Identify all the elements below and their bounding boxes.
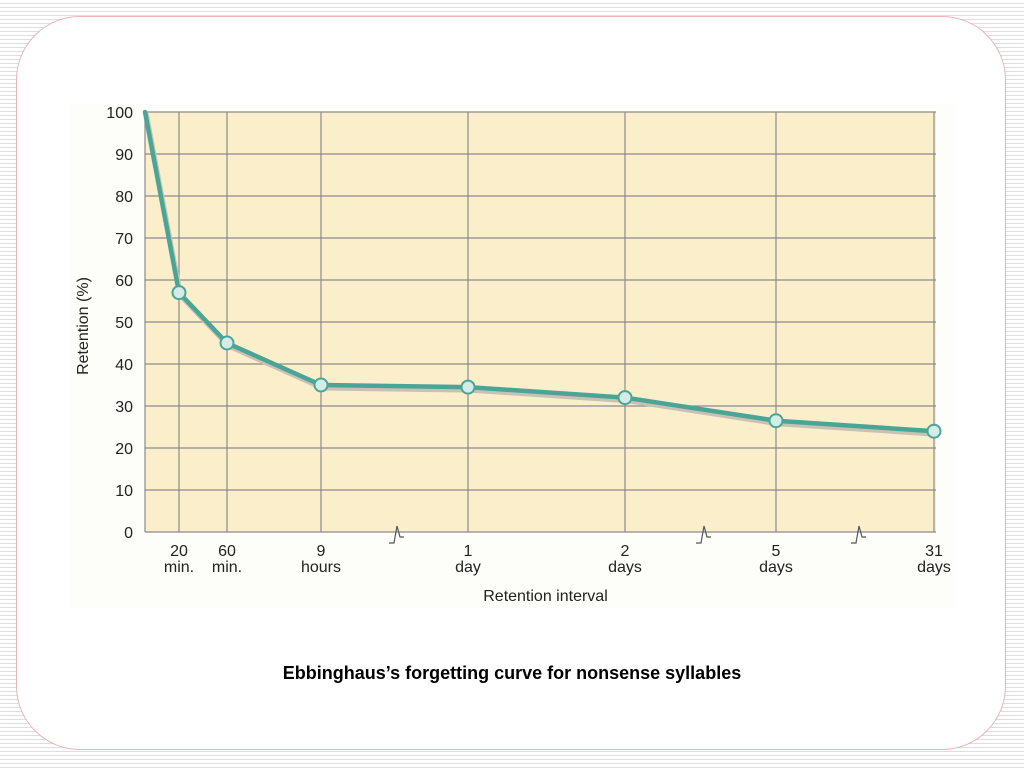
y-tick-label: 0: [124, 525, 133, 542]
axis-break-marks: [389, 525, 866, 544]
data-point: [171, 285, 187, 301]
x-tick-label: min.: [164, 559, 194, 576]
x-tick-label: min.: [212, 559, 242, 576]
figure-caption: Ebbinghaus’s forgetting curve for nonsen…: [282, 663, 742, 683]
y-tick-label: 50: [115, 315, 133, 332]
y-tick-label: 100: [106, 105, 133, 122]
data-point: [219, 335, 235, 351]
x-tick-label: 60: [218, 543, 236, 560]
y-tick-label: 80: [115, 189, 133, 206]
y-tick-label: 40: [115, 357, 133, 374]
x-tick-label: 20: [170, 543, 188, 560]
y-tick-label: 60: [115, 273, 133, 290]
y-axis-title: Retention (%): [75, 277, 92, 375]
chart: 0 10 20 30 40 50 60 70 80 90 100 20 min. 60 min. 9 hour…: [70, 104, 956, 608]
x-tick-label: days: [608, 559, 642, 576]
x-tick-label: 5: [772, 543, 781, 560]
vertical-gridlines: [144, 112, 935, 532]
y-tick-label: 20: [115, 441, 133, 458]
series-line: [142, 109, 937, 434]
x-tick-label: 9: [317, 543, 326, 560]
horizontal-gridlines: [145, 111, 936, 533]
data-point: [768, 413, 784, 429]
x-tick-label: days: [759, 559, 793, 576]
y-tick-label: 10: [115, 483, 133, 500]
x-axis-title: Retention interval: [483, 588, 608, 605]
y-tick-labels: 0 10 20 30 40 50 60 70 80 90 100: [106, 105, 133, 542]
data-point: [926, 423, 942, 439]
data-point: [313, 377, 329, 393]
y-tick-label: 30: [115, 399, 133, 416]
axis-break-mark: [851, 525, 866, 544]
x-tick-label: day: [455, 559, 481, 576]
x-tick-label: hours: [301, 559, 341, 576]
data-point: [460, 379, 476, 395]
y-tick-label: 90: [115, 147, 133, 164]
x-tick-label: 2: [621, 543, 630, 560]
series-retention: [142, 109, 938, 437]
y-tick-label: 70: [115, 231, 133, 248]
axis-break-mark: [389, 525, 404, 544]
data-point: [617, 390, 633, 406]
axis-break-mark: [696, 525, 711, 544]
x-tick-label: 31: [925, 543, 943, 560]
data-point-markers: [171, 285, 942, 439]
x-tick-label: 1: [464, 543, 473, 560]
x-tick-label: days: [917, 559, 951, 576]
